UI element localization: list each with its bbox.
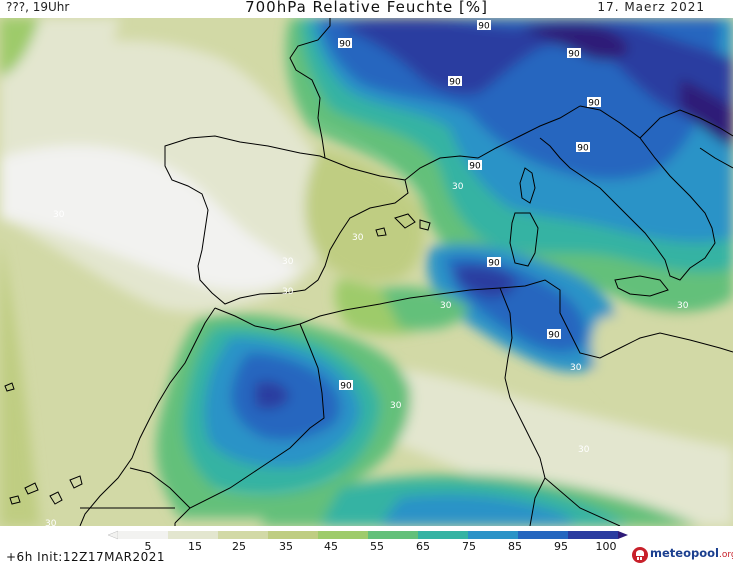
colorbar-segment <box>168 531 219 539</box>
colorbar-tick-label: 65 <box>416 540 430 553</box>
colorbar-tick-label: 100 <box>596 540 617 553</box>
colorbar-segment <box>418 531 469 539</box>
contour-label: 30 <box>53 210 65 220</box>
meteopool-logo-text: meteopool.org <box>650 546 733 560</box>
colorbar-segment <box>368 531 419 539</box>
colorbar-tick-label: 25 <box>232 540 246 553</box>
humidity-map: 90 90 90 90 90 90 90 90 90 90 30 30 30 3… <box>0 18 733 526</box>
colorbar-tick-label: 85 <box>508 540 522 553</box>
init-time-label: +6h Init:12Z17MAR2021 <box>6 550 165 564</box>
legend-area: 5 15 25 35 45 55 65 75 85 95 100 +6h Init:12Z17MAR… <box>0 526 733 566</box>
contour-label: 90 <box>588 99 600 109</box>
contour-label: 30 <box>352 233 364 243</box>
color-scale-bar <box>108 530 630 540</box>
contour-label: 90 <box>548 331 560 341</box>
contour-label: 90 <box>339 40 351 50</box>
colorbar-tick-label: 45 <box>324 540 338 553</box>
contour-label: 90 <box>488 259 500 269</box>
colorbar-segment <box>118 531 169 539</box>
colorbar-tick-label: 15 <box>188 540 202 553</box>
header-bar: ???, 19Uhr 700hPa Relative Feuchte [%] 1… <box>0 0 733 18</box>
contour-label: 30 <box>452 182 464 192</box>
colorbar-max-arrow <box>618 531 628 539</box>
forecast-date: 17. Maerz 2021 <box>597 0 705 14</box>
contour-label: 30 <box>578 445 590 455</box>
contour-label: 90 <box>340 382 352 392</box>
contour-label: 90 <box>449 78 461 88</box>
meteopool-logo[interactable]: meteopool.org <box>630 546 733 564</box>
contour-label: 90 <box>577 144 589 154</box>
colorbar-segment <box>268 531 319 539</box>
colorbar-tick-label: 95 <box>554 540 568 553</box>
contour-label: 30 <box>45 519 57 526</box>
contour-label: 90 <box>469 162 481 172</box>
contour-label: 30 <box>282 287 294 297</box>
contour-label: 30 <box>390 401 402 411</box>
colorbar-min-arrow <box>108 531 118 539</box>
colorbar-segment <box>518 531 569 539</box>
contour-label: 30 <box>677 301 689 311</box>
colorbar-segment <box>568 531 619 539</box>
contour-label: 90 <box>568 50 580 60</box>
meteopool-logo-icon <box>632 547 648 563</box>
contour-label: 30 <box>440 301 452 311</box>
contour-label: 90 <box>478 22 490 32</box>
colorbar-tick-label: 35 <box>279 540 293 553</box>
colorbar-tick-label: 55 <box>370 540 384 553</box>
colorbar-segment <box>318 531 369 539</box>
contour-label: 30 <box>282 257 294 267</box>
contour-label: 30 <box>570 363 582 373</box>
colorbar-segment <box>218 531 269 539</box>
colorbar-tick-label: 75 <box>462 540 476 553</box>
colorbar-segment <box>468 531 519 539</box>
